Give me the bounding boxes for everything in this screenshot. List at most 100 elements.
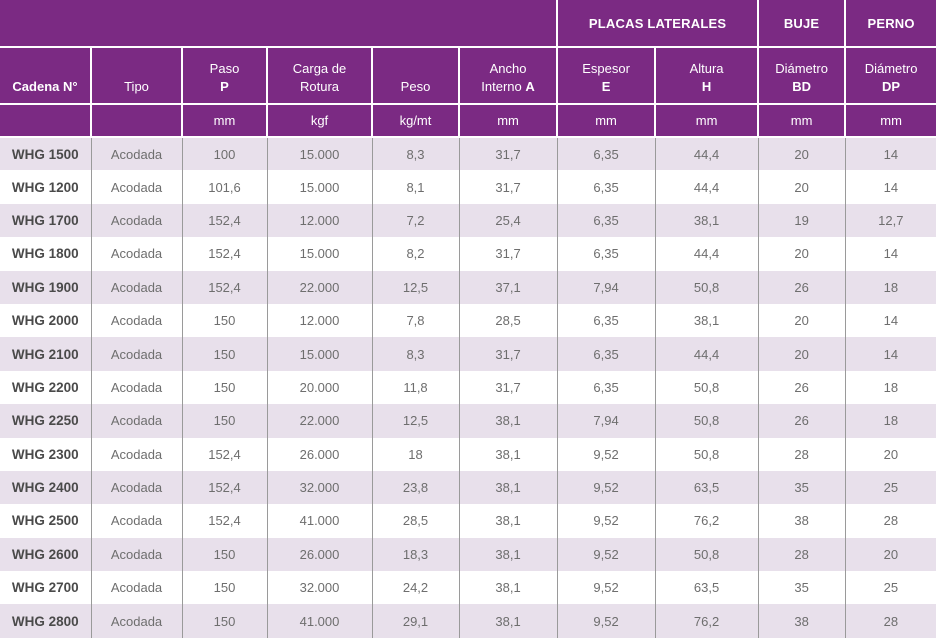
cell-diametro-bd: 35 bbox=[757, 571, 846, 605]
cell-paso: 152,4 bbox=[181, 470, 268, 505]
cell-ancho-interno: 31,7 bbox=[458, 137, 558, 171]
cell-diametro-bd: 20 bbox=[757, 337, 846, 371]
table-row: WHG 1800 Acodada 152,4 15.000 8,2 31,7 6… bbox=[0, 237, 936, 271]
cell-diametro-dp: 14 bbox=[844, 170, 936, 204]
cell-altura: 76,2 bbox=[654, 604, 759, 638]
cell-diametro-dp: 20 bbox=[844, 437, 936, 471]
group-header-placas-laterales: PLACAS LATERALES bbox=[556, 0, 760, 48]
cell-peso: 18,3 bbox=[371, 537, 460, 572]
cell-altura: 50,8 bbox=[654, 404, 759, 438]
cell-cadena: WHG 2600 bbox=[0, 537, 92, 572]
column-header-row: Cadena N° Tipo Paso P Carga de Rotura Pe… bbox=[0, 46, 936, 105]
table-header: PLACAS LATERALES BUJE PERNO Cadena N° Ti… bbox=[0, 0, 936, 138]
cell-peso: 8,1 bbox=[371, 170, 460, 204]
cell-tipo: Acodada bbox=[90, 137, 183, 171]
cell-paso: 152,4 bbox=[181, 270, 268, 304]
cell-peso: 8,3 bbox=[371, 337, 460, 371]
unit-cadena bbox=[0, 103, 92, 138]
cell-espesor: 7,94 bbox=[556, 270, 656, 304]
table-row: WHG 2600 Acodada 150 26.000 18,3 38,1 9,… bbox=[0, 537, 936, 572]
column-header-ancho-interno: Ancho Interno A bbox=[457, 46, 559, 105]
cell-cadena: WHG 2400 bbox=[0, 470, 92, 505]
group-header-buje: BUJE bbox=[757, 0, 847, 48]
cell-ancho-interno: 31,7 bbox=[458, 370, 558, 405]
cell-peso: 18 bbox=[371, 437, 460, 471]
cell-tipo: Acodada bbox=[90, 370, 183, 405]
cell-paso: 150 bbox=[181, 303, 268, 338]
cell-diametro-bd: 28 bbox=[757, 537, 846, 572]
cell-paso: 152,4 bbox=[181, 237, 268, 271]
cell-espesor: 7,94 bbox=[556, 404, 656, 438]
cell-ancho-interno: 31,7 bbox=[458, 337, 558, 371]
table-row: WHG 1200 Acodada 101,6 15.000 8,1 31,7 6… bbox=[0, 170, 936, 204]
cell-paso: 152,4 bbox=[181, 437, 268, 471]
cell-carga-rotura: 12.000 bbox=[266, 203, 373, 238]
cell-diametro-bd: 20 bbox=[757, 170, 846, 204]
cell-diametro-bd: 20 bbox=[757, 137, 846, 171]
cell-espesor: 9,52 bbox=[556, 504, 656, 538]
cell-carga-rotura: 15.000 bbox=[266, 137, 373, 171]
cell-altura: 38,1 bbox=[654, 303, 759, 338]
column-header-carga-rotura: Carga de Rotura bbox=[266, 46, 373, 105]
cell-cadena: WHG 2250 bbox=[0, 404, 92, 438]
cell-cadena: WHG 2300 bbox=[0, 437, 92, 471]
cell-cadena: WHG 1500 bbox=[0, 137, 92, 171]
group-header-row: PLACAS LATERALES BUJE PERNO bbox=[0, 0, 936, 48]
cell-espesor: 9,52 bbox=[556, 437, 656, 471]
cell-carga-rotura: 20.000 bbox=[266, 370, 373, 405]
cell-tipo: Acodada bbox=[90, 537, 183, 572]
unit-altura: mm bbox=[654, 103, 760, 138]
cell-paso: 101,6 bbox=[181, 170, 268, 204]
cell-cadena: WHG 2500 bbox=[0, 504, 92, 538]
table-row: WHG 2500 Acodada 152,4 41.000 28,5 38,1 … bbox=[0, 504, 936, 538]
cell-altura: 38,1 bbox=[654, 203, 759, 238]
cell-paso: 100 bbox=[181, 137, 268, 171]
cell-altura: 50,8 bbox=[654, 370, 759, 405]
units-row: mm kgf kg/mt mm mm mm mm mm bbox=[0, 103, 936, 138]
cell-carga-rotura: 26.000 bbox=[266, 437, 373, 471]
column-header-espesor: Espesor E bbox=[556, 46, 657, 105]
column-header-tipo: Tipo bbox=[90, 46, 183, 105]
cell-espesor: 9,52 bbox=[556, 571, 656, 605]
cell-ancho-interno: 38,1 bbox=[458, 604, 558, 638]
table-row: WHG 2700 Acodada 150 32.000 24,2 38,1 9,… bbox=[0, 571, 936, 605]
cell-diametro-bd: 19 bbox=[757, 203, 846, 238]
cell-cadena: WHG 1800 bbox=[0, 237, 92, 271]
table-row: WHG 2300 Acodada 152,4 26.000 18 38,1 9,… bbox=[0, 437, 936, 471]
cell-diametro-bd: 28 bbox=[757, 437, 846, 471]
cell-altura: 50,8 bbox=[654, 537, 759, 572]
cell-espesor: 6,35 bbox=[556, 203, 656, 238]
table-row: WHG 2250 Acodada 150 22.000 12,5 38,1 7,… bbox=[0, 404, 936, 438]
column-header-diametro-dp: Diámetro DP bbox=[844, 46, 936, 105]
column-header-peso: Peso bbox=[371, 46, 460, 105]
cell-tipo: Acodada bbox=[90, 203, 183, 238]
column-header-cadena: Cadena N° bbox=[0, 46, 92, 105]
cell-diametro-bd: 26 bbox=[757, 370, 846, 405]
cell-ancho-interno: 38,1 bbox=[458, 537, 558, 572]
cell-paso: 150 bbox=[181, 571, 268, 605]
table-row: WHG 2200 Acodada 150 20.000 11,8 31,7 6,… bbox=[0, 370, 936, 405]
cell-paso: 150 bbox=[181, 337, 268, 371]
cell-peso: 29,1 bbox=[371, 604, 460, 638]
cell-cadena: WHG 2200 bbox=[0, 370, 92, 405]
cell-diametro-bd: 20 bbox=[757, 237, 846, 271]
cell-peso: 12,5 bbox=[371, 270, 460, 304]
cell-diametro-dp: 20 bbox=[844, 537, 936, 572]
cell-peso: 7,2 bbox=[371, 203, 460, 238]
cell-cadena: WHG 2800 bbox=[0, 604, 92, 638]
cell-carga-rotura: 22.000 bbox=[266, 270, 373, 304]
cell-paso: 150 bbox=[181, 604, 268, 638]
cell-ancho-interno: 25,4 bbox=[458, 203, 558, 238]
cell-diametro-dp: 18 bbox=[844, 404, 936, 438]
cell-diametro-bd: 20 bbox=[757, 303, 846, 338]
cell-ancho-interno: 28,5 bbox=[458, 303, 558, 338]
cell-peso: 11,8 bbox=[371, 370, 460, 405]
cell-diametro-dp: 18 bbox=[844, 370, 936, 405]
cell-espesor: 6,35 bbox=[556, 370, 656, 405]
cell-carga-rotura: 15.000 bbox=[266, 237, 373, 271]
cell-paso: 152,4 bbox=[181, 504, 268, 538]
cell-altura: 63,5 bbox=[654, 470, 759, 505]
column-header-diametro-bd: Diámetro BD bbox=[757, 46, 847, 105]
cell-ancho-interno: 38,1 bbox=[458, 404, 558, 438]
cell-ancho-interno: 31,7 bbox=[458, 170, 558, 204]
